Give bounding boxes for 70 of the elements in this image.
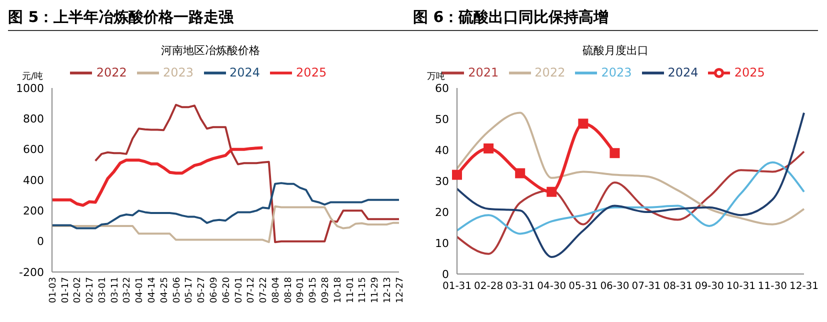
x-tick-label: 04-14: [148, 276, 158, 304]
x-tick-label: 05-06: [172, 276, 182, 304]
x-tick-label: 06-30: [600, 281, 630, 292]
x-tick-label: 07-01: [234, 277, 244, 304]
x-tick-label: 08-04: [271, 276, 282, 304]
legend-label: 2025: [296, 65, 327, 80]
x-tick-label: 02-28: [474, 281, 504, 292]
chart-title: 图 5：上半年冶炼酸价格一路走强: [8, 8, 413, 31]
legend-label: 2022: [534, 65, 566, 80]
y-axis-title: 元/吨: [22, 70, 44, 83]
y-tick-label: 200: [23, 204, 44, 218]
x-tick-label: 04-25: [160, 277, 170, 304]
x-tick-label: 05-17: [184, 277, 195, 304]
x-tick-label: 09-15: [308, 277, 319, 304]
chart-subtitle: 河南地区冶炼酸价格: [160, 43, 261, 58]
y-tick-label: 20: [435, 206, 449, 219]
x-tick-label: 11-15: [358, 277, 368, 304]
y-tick-label: 400: [23, 174, 44, 187]
x-tick-label: 09-30: [694, 281, 724, 292]
y-tick-label: -200: [19, 266, 44, 279]
x-tick-label: 03-11: [110, 277, 120, 304]
x-tick-label: 02-17: [86, 277, 96, 304]
x-tick-label: 08-31: [663, 281, 692, 292]
x-tick-label: 03-31: [506, 281, 535, 292]
x-tick-label: 11-01: [346, 277, 356, 304]
x-tick-label: 08-18: [284, 276, 294, 304]
x-tick-label: 06-20: [222, 276, 232, 304]
x-tick-label: 03-01: [98, 277, 108, 304]
y-tick-label: 0: [442, 268, 449, 281]
legend-label: 2025: [734, 65, 765, 80]
x-tick-label: 04-01: [135, 277, 146, 304]
x-tick-label: 03-22: [122, 277, 133, 304]
y-tick-label: 800: [23, 112, 44, 126]
x-tick-label: 02-02: [73, 277, 84, 304]
legend-label: 2023: [162, 65, 194, 80]
x-tick-label: 11-29: [370, 276, 381, 304]
x-tick-label: 05-31: [568, 281, 598, 292]
y-tick-label: 40: [435, 144, 449, 157]
legend-label: 2021: [468, 65, 499, 80]
x-tick-label: 07-22: [259, 277, 270, 304]
x-tick-label: 11-30: [758, 281, 787, 292]
chart-title: 图 6：硫酸出口同比保持高增: [413, 8, 818, 31]
legend-label: 2023: [601, 65, 632, 80]
y-tick-label: 50: [435, 112, 449, 126]
x-tick-label: 01-03: [48, 277, 58, 304]
y-tick-label: 0: [37, 235, 44, 248]
x-tick-label: 10-31: [726, 281, 756, 292]
x-tick-label: 12-27: [395, 277, 406, 304]
x-tick-label: 07-31: [632, 281, 661, 292]
y-tick-label: 1000: [16, 82, 44, 95]
y-tick-label: 600: [23, 143, 44, 156]
x-tick-label: 12-13: [382, 277, 393, 304]
x-tick-label: 12-31: [789, 281, 819, 292]
x-tick-label: 09-28: [321, 276, 332, 304]
x-tick-label: 01-31: [442, 281, 472, 292]
chart-subtitle: 硫酸月度出口: [582, 43, 650, 58]
y-tick-label: 30: [435, 174, 449, 188]
x-tick-label: 05-27: [197, 277, 208, 304]
x-tick-label: 09-01: [296, 277, 306, 304]
x-tick-label: 04-30: [537, 281, 566, 292]
legend-label: 2024: [668, 65, 698, 80]
x-tick-label: 06-09: [209, 276, 220, 304]
x-tick-label: 10-18: [333, 276, 344, 304]
legend-label: 2022: [96, 65, 127, 80]
x-tick-label: 01-17: [60, 277, 71, 304]
y-tick-label: 10: [435, 236, 449, 250]
legend-label: 2024: [230, 65, 260, 80]
y-axis-title: 万吨: [427, 70, 445, 83]
x-tick-label: 07-12: [246, 277, 257, 304]
y-tick-label: 60: [435, 82, 449, 95]
